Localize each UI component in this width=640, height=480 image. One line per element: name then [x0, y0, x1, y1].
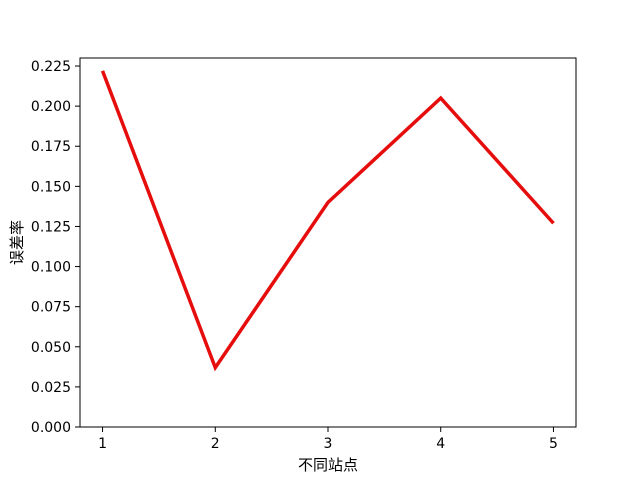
- series-layer: [100, 70, 555, 372]
- x-axis-title: 不同站点: [298, 456, 358, 474]
- y-tick-label: 0.200: [31, 99, 71, 115]
- x-tick-label: 4: [436, 436, 445, 452]
- y-tick-label: 0.225: [31, 59, 71, 75]
- y-tick-label: 0.175: [31, 139, 71, 155]
- x-tick-label: 3: [324, 436, 333, 452]
- y-tick-label: 0.100: [31, 260, 71, 276]
- y-axis-title: 误差率: [8, 220, 26, 265]
- y-tick-label: 0.075: [31, 300, 71, 316]
- x-tick-label: 2: [211, 436, 220, 452]
- y-tick-label: 0.050: [31, 340, 71, 356]
- x-tick-label: 5: [549, 436, 558, 452]
- y-tick-label: 0.025: [31, 380, 71, 396]
- y-tick-label: 0.125: [31, 219, 71, 235]
- y-tick-label: 0.000: [31, 420, 71, 436]
- x-tick-label: 1: [98, 436, 107, 452]
- y-tick-label: 0.150: [31, 179, 71, 195]
- x-axis: 1 2 3 4 5: [98, 427, 558, 452]
- y-axis: 0.000 0.025 0.050 0.075 0.100 0.125 0.150 0.175…: [31, 59, 80, 436]
- series-line: [100, 70, 555, 372]
